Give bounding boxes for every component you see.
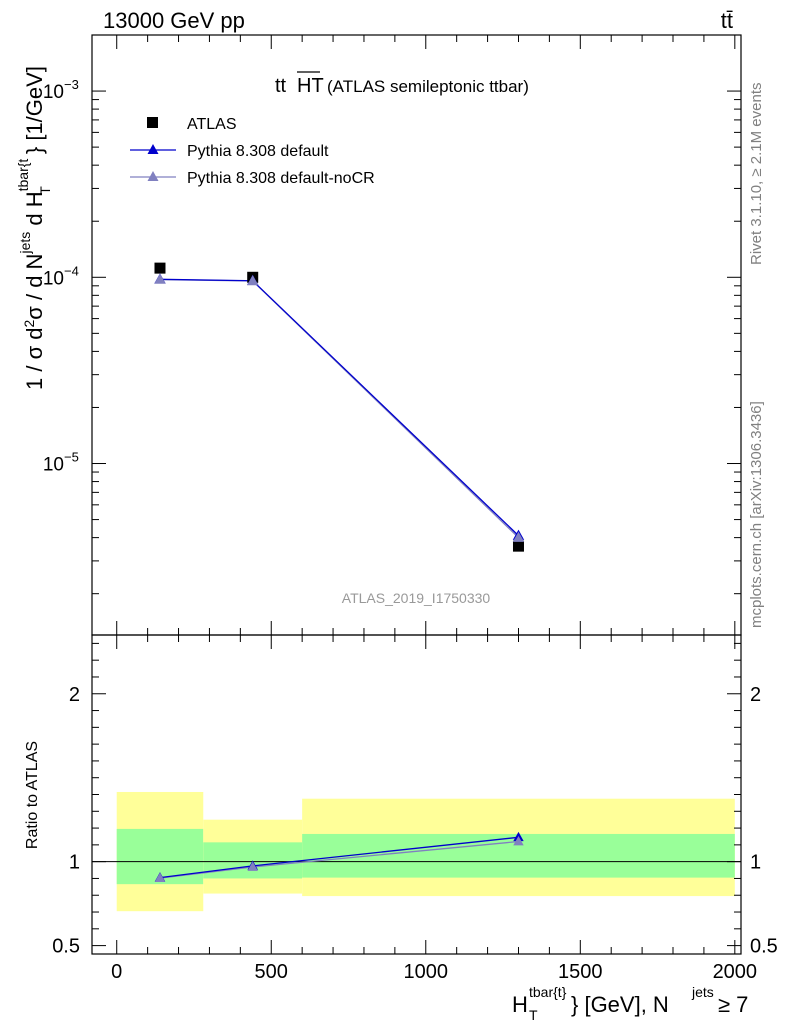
series-line-pythia-default (159, 278, 519, 537)
main-y-tick-labels: 10−310−410−5 (43, 77, 79, 475)
ratio-pythia-nocr-point (154, 872, 166, 882)
pythia-nocr-point (512, 531, 525, 542)
legend-item-pythia-nocr: Pythia 8.308 default-noCR (130, 170, 375, 187)
x-tick-label: 1500 (558, 961, 603, 983)
mcplots-label: mcplots.cern.ch [arXiv:1306.3436] (748, 401, 765, 628)
x-tick-label: 0 (111, 961, 122, 983)
ratio-y-tick-label-left: 0.5 (52, 936, 80, 958)
legend-label-atlas: ATLAS (187, 116, 237, 133)
energy-label: 13000 GeV pp (103, 8, 245, 33)
x-tick-label: 2000 (713, 961, 758, 983)
ratio-y-tick-label-left: 1 (69, 852, 80, 874)
legend-label-pythia-default: Pythia 8.308 default (187, 143, 329, 160)
main-y-tick-label: 10 (43, 268, 64, 289)
ratio-y-axis-label: Ratio to ATLAS (24, 741, 41, 849)
x-label-sub: T (529, 1007, 538, 1023)
rivet-label: Rivet 3.1.10, ≥ 2.1M events (748, 83, 765, 266)
legend-marker-atlas (147, 117, 158, 128)
process-label: tt̄ (721, 8, 733, 33)
x-label-sup2: jets (691, 984, 714, 1000)
title-suffix: (ATLAS semileptonic ttbar) (327, 77, 529, 96)
legend-item-pythia-default: Pythia 8.308 default (130, 143, 329, 160)
legend-marker-pythia-nocr (147, 171, 159, 181)
ratio-y-tick-label-right: 0.5 (750, 936, 778, 958)
legend: ATLAS Pythia 8.308 default Pythia 8.308 … (130, 116, 375, 187)
main-series-layer (154, 262, 525, 552)
main-y-tick-label: 10 (43, 82, 64, 103)
x-label-h: H (512, 992, 528, 1017)
legend-item-atlas: ATLAS (147, 116, 237, 133)
main-y-axis-label-text: 1 / σ d2σ / d Njets d Htbar{t T} [1/GeV] (15, 66, 53, 390)
x-label-end: ≥ 7 (718, 992, 748, 1017)
pythia-nocr-point (154, 273, 166, 284)
ratio-series-layer (154, 831, 524, 882)
x-tick-label: 500 (255, 961, 288, 983)
ratio-pythia-nocr-point (247, 861, 258, 871)
main-y-tick-exponent: −5 (64, 450, 79, 465)
atlas-data-point (512, 540, 524, 552)
atlas-data-point (154, 262, 166, 274)
ratio-y-tick-label-right: 2 (750, 684, 761, 706)
x-label-mid: } [GeV], N (571, 992, 669, 1017)
ratio-bands (116, 791, 735, 912)
plot-title: tt HT (ATLAS semileptonic ttbar) (275, 71, 529, 97)
x-label-sup: tbar{t} (529, 984, 567, 1000)
x-axis-label: H T tbar{t} } [GeV], N jets ≥ 7 (512, 984, 748, 1023)
analysis-id-label: ATLAS_2019_I1750330 (342, 590, 491, 606)
pythia-nocr-point (247, 275, 259, 286)
main-y-tick-exponent: −4 (64, 263, 79, 278)
main-panel: 10−310−410−5 tt HT (ATLAS semileptonic t… (15, 34, 742, 636)
title-tt: tt (275, 75, 287, 97)
ratio-ticks (92, 635, 741, 954)
legend-label-pythia-nocr: Pythia 8.308 default-noCR (187, 170, 375, 187)
main-y-tick-exponent: −3 (64, 77, 79, 92)
ratio-y-tick-label-right: 1 (750, 852, 761, 874)
main-ticks (92, 34, 741, 635)
ratio-panel: 0.5 0.5 1 1 2 2 0 500 1000 1500 2000 Ratio to ATL… (24, 634, 778, 1023)
ratio-pythia-nocr-point (513, 836, 524, 846)
main-y-tick-label: 10 (43, 455, 64, 476)
title-ht: HT (297, 75, 324, 97)
main-y-axis-label: 1 / σ d2σ / d Njets d Htbar{t T} [1/GeV] (15, 66, 53, 390)
ratio-y-tick-label-left: 2 (69, 684, 80, 706)
legend-marker-pythia-default (147, 144, 159, 154)
ratio-y-tick-labels: 0.5 0.5 1 1 2 2 (52, 684, 778, 958)
x-tick-labels: 0 500 1000 1500 2000 (111, 961, 757, 983)
series-line-pythia-nocr (159, 278, 519, 539)
x-tick-label: 1000 (404, 961, 449, 983)
